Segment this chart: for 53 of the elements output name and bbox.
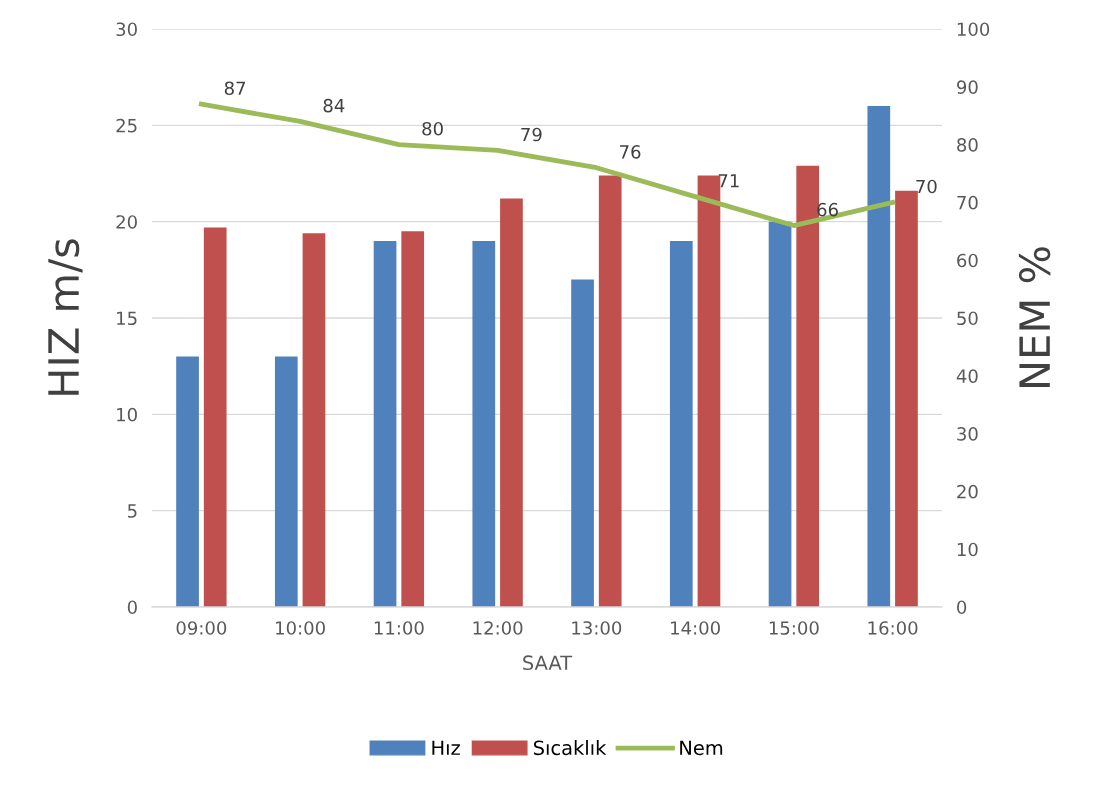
x-tick-label: 11:00 <box>374 621 424 635</box>
bar <box>274 356 298 607</box>
y2-tick-label: 10 <box>957 542 978 557</box>
y-tick-label: 15 <box>117 311 137 326</box>
legend-label: Hız <box>432 740 460 755</box>
bar <box>867 106 891 607</box>
bar <box>768 221 792 607</box>
bar <box>895 190 918 607</box>
data-label: 79 <box>521 127 542 142</box>
x-tick-label: 09:00 <box>176 621 227 635</box>
y-tick-label: 25 <box>116 118 137 133</box>
x-tick-label: 14:00 <box>671 621 720 635</box>
y2-tick-label: 80 <box>957 138 978 152</box>
bar <box>401 231 425 607</box>
x-tick-label: 15:00 <box>769 621 819 635</box>
y2-tick-label: 0 <box>957 600 967 615</box>
legend-label: Sıcaklık <box>533 740 607 756</box>
legend-label: Nem <box>680 740 723 756</box>
bar <box>302 233 326 607</box>
bar <box>176 356 199 607</box>
y-tick-label: 30 <box>116 22 137 37</box>
y-axis-title: HIZ m/s <box>48 239 83 395</box>
y2-tick-label: 60 <box>957 253 978 268</box>
y2-tick-label: 50 <box>957 311 978 326</box>
data-label: 87 <box>224 81 246 96</box>
x-tick-label: 16:00 <box>868 621 918 635</box>
y2-tick-label: 90 <box>957 80 978 94</box>
data-label: 70 <box>916 179 937 194</box>
y2-axis-title: NEM % <box>1018 247 1051 388</box>
x-axis-title: SAAT <box>523 655 573 671</box>
bar <box>373 240 397 607</box>
x-tick-label: 10:00 <box>276 621 325 635</box>
y-tick-label: 0 <box>127 600 137 615</box>
x-tick-label: 12:00 <box>473 621 523 635</box>
data-label: 80 <box>422 121 443 136</box>
y-tick-label: 20 <box>116 215 137 229</box>
bar <box>203 227 227 607</box>
data-label: 76 <box>620 145 641 159</box>
bar <box>472 240 496 607</box>
y2-tick-label: 100 <box>957 22 990 37</box>
x-tick-label: 13:00 <box>572 621 622 635</box>
bar <box>669 240 693 607</box>
data-label: 84 <box>323 98 345 113</box>
y-tick-label: 5 <box>128 504 137 518</box>
y2-tick-label: 40 <box>956 369 978 383</box>
y-tick-label: 10 <box>117 407 137 422</box>
bar <box>500 198 523 607</box>
bar <box>697 175 721 607</box>
bar <box>598 175 622 607</box>
y2-tick-label: 20 <box>957 484 978 499</box>
y2-tick-label: 70 <box>957 195 978 210</box>
bar <box>571 279 594 607</box>
y2-tick-label: 30 <box>957 427 978 441</box>
